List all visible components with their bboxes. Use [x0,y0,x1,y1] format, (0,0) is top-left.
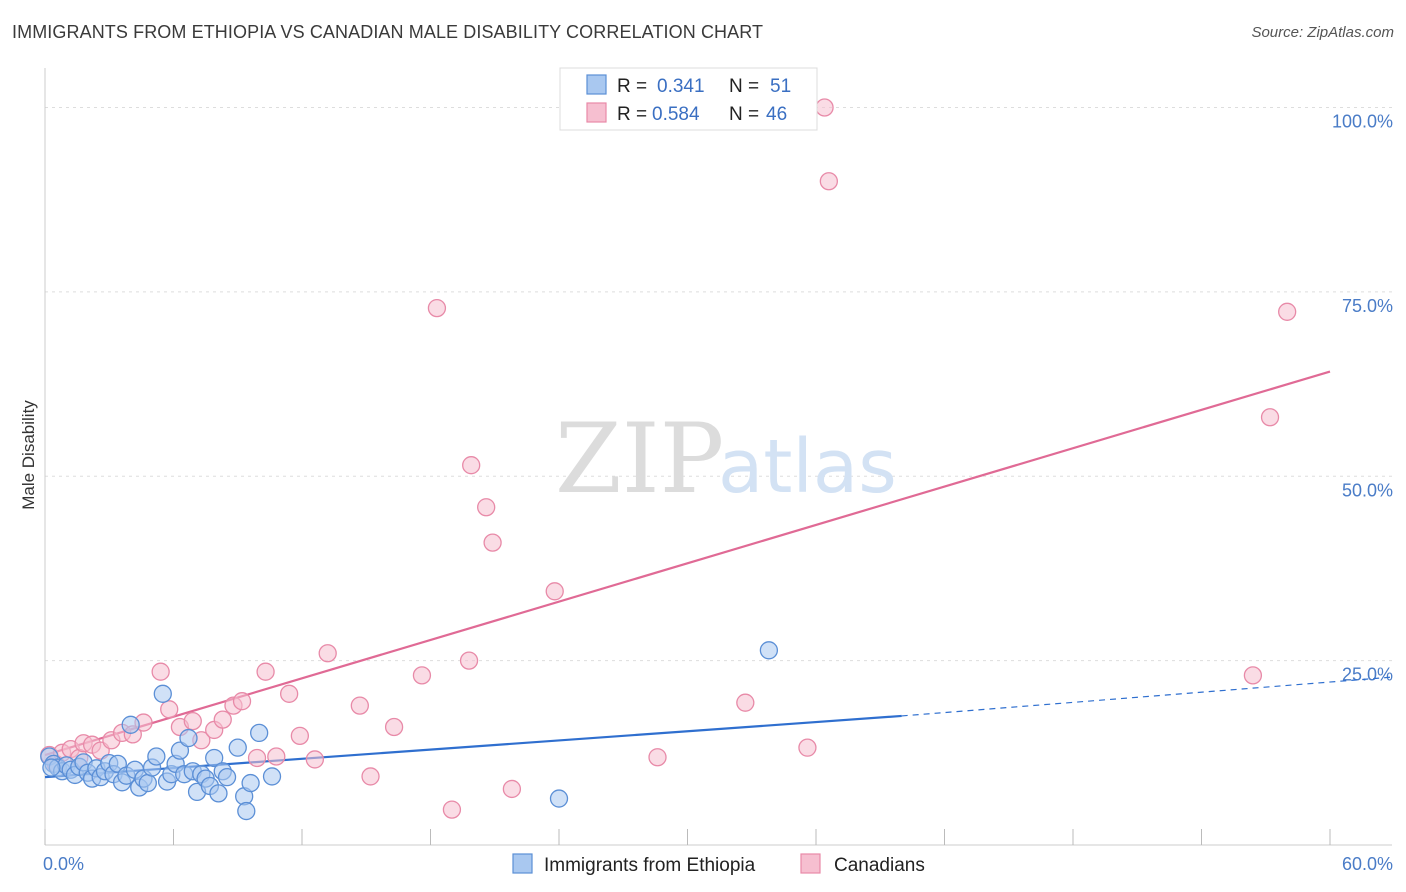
point-canadians [1243,666,1263,685]
legend-swatch-pink [586,102,607,123]
point-canadians [247,748,267,768]
legend-swatch-canadians [800,853,821,874]
point-canadians [256,662,275,681]
point-ethiopia [759,641,779,660]
point-canadians [477,498,496,517]
point-canadians [350,696,369,715]
trend-line-canadians [44,370,1331,757]
y-tick-label: 50.0% [1342,480,1393,500]
legend-n-value: 46 [766,104,787,125]
trend-line-ethiopia-extrapolated [901,676,1391,717]
point-ethiopia [121,715,140,734]
point-ethiopia [237,801,256,821]
point-canadians [267,747,286,766]
point-canadians [279,684,299,703]
point-ethiopia [262,767,282,786]
x-tick-label: 0.0% [43,854,84,874]
point-canadians [151,662,170,681]
point-canadians [442,800,462,819]
point-canadians [502,779,522,799]
point-ethiopia [170,741,190,760]
point-ethiopia [209,784,228,803]
point-ethiopia [138,773,157,793]
x-tick-labels: 0.0% 60.0% [43,854,1393,874]
legend-label-ethiopia: Immigrants from Ethiopia [544,855,756,876]
point-canadians [384,717,404,737]
point-canadians [459,651,479,670]
point-canadians [361,767,380,786]
legend-swatch-ethiopia [512,853,533,874]
y-tick-label: 100.0% [1332,112,1393,132]
point-ethiopia [250,723,269,743]
x-tick-label: 60.0% [1342,854,1393,874]
legend-n-value: 51 [770,76,791,97]
point-canadians [305,750,325,769]
point-canadians [232,692,252,711]
y-tick-label: 75.0% [1342,296,1393,316]
legend-r-label: R = [617,104,647,125]
point-canadians [798,738,817,757]
point-canadians [160,700,179,719]
legend-r-label: R = [617,76,647,97]
gridlines [45,107,1392,662]
point-ethiopia [179,728,198,748]
watermark-atlas: atlas [718,424,897,510]
chart-title: IMMIGRANTS FROM ETHIOPIA VS CANADIAN MAL… [12,22,764,42]
point-canadians [318,644,337,663]
legend-n-label: N = [729,104,759,125]
legend-n-label: N = [729,76,759,97]
series-legend: Immigrants from Ethiopia Canadians [512,853,925,876]
point-canadians [483,533,502,552]
point-canadians [290,726,310,745]
watermark-zip: ZIP [555,403,724,515]
point-canadians [213,710,232,729]
point-canadians [427,298,447,318]
legend-label-canadians: Canadians [834,855,925,876]
point-canadians [1260,408,1280,427]
data-points [40,98,1297,821]
point-ethiopia [205,748,224,768]
point-ethiopia [147,747,166,766]
y-tick-labels: 25.0% 50.0% 75.0% 100.0% [1332,112,1393,685]
point-ethiopia [217,768,237,787]
point-ethiopia [228,738,247,757]
source-credit: Source: ZipAtlas.com [1251,24,1394,41]
legend-r-value: 0.584 [652,104,700,125]
y-axis-label: Male Disability [19,400,38,510]
point-canadians [462,456,481,475]
stats-legend: R = 0.341 N = 51 R = 0.584 N = 46 [559,67,818,131]
watermark: ZIP atlas [555,403,897,515]
point-canadians [815,98,834,117]
legend-r-value: 0.341 [657,76,705,97]
axes [44,68,1392,846]
point-canadians [183,711,202,731]
point-canadians [648,748,667,767]
point-ethiopia [153,684,172,703]
point-ethiopia [241,773,260,793]
point-canadians [819,172,838,191]
point-canadians [545,582,564,601]
point-ethiopia [549,789,569,808]
legend-swatch-blue [586,74,607,95]
point-ethiopia [42,758,61,777]
point-canadians [1278,302,1297,321]
y-tick-label: 25.0% [1342,665,1393,685]
point-canadians [736,693,755,712]
point-canadians [412,666,432,685]
